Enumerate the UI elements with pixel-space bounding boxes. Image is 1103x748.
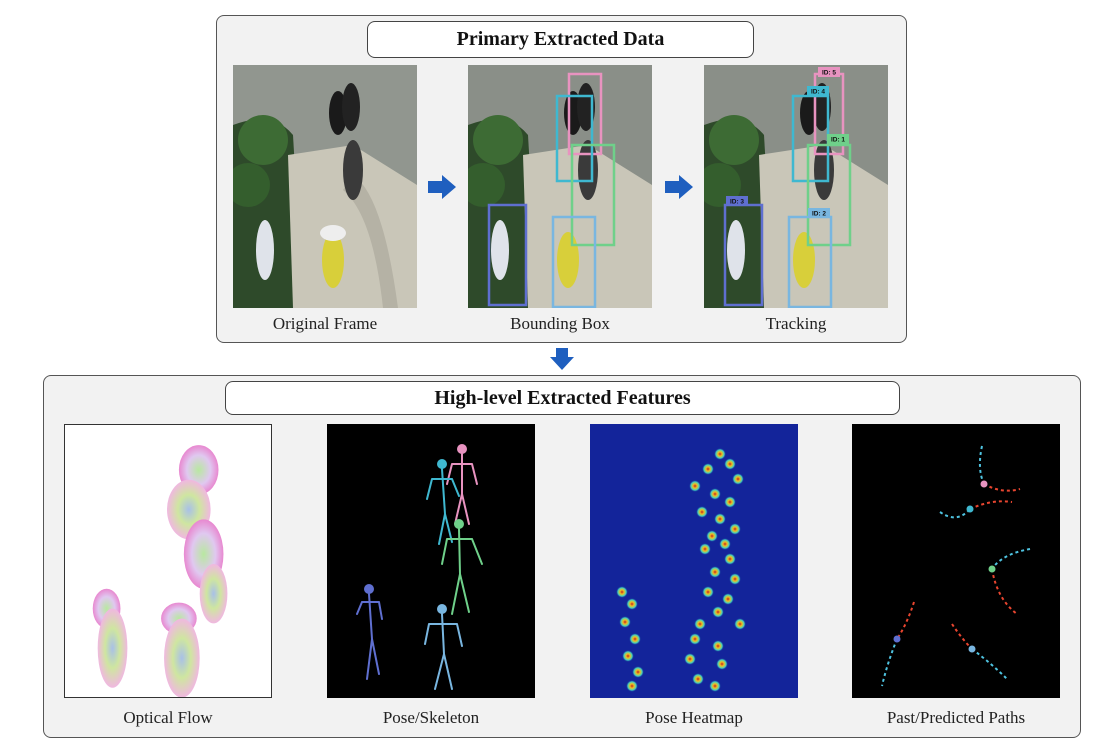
track-label-id2: ID: 2 [812, 211, 826, 218]
pose-skeleton-caption: Pose/Skeleton [382, 708, 480, 727]
tracking-caption: Tracking [765, 314, 827, 333]
past-predicted-paths-caption: Past/Predicted Paths [886, 708, 1026, 727]
optical-flow-image [64, 424, 272, 698]
primary-data-title: Primary Extracted Data [367, 21, 754, 58]
track-label-id4: ID: 4 [811, 89, 825, 96]
past-predicted-paths-image [852, 424, 1060, 698]
high-level-features-title: High-level Extracted Features [225, 381, 900, 415]
pose-skeleton-image [327, 424, 535, 698]
tracking-image: ID: 5 ID: 4 ID: 1 ID: 3 ID: 2 [704, 65, 888, 308]
optical-flow-caption: Optical Flow [123, 708, 213, 727]
arrow-right-icon [428, 175, 456, 199]
track-label-id1: ID: 1 [831, 137, 845, 144]
arrow-down-icon [550, 348, 574, 370]
original-frame-caption: Original Frame [272, 314, 378, 333]
original-frame-image [233, 65, 417, 308]
track-label-id5: ID: 5 [822, 70, 836, 77]
bounding-box-caption: Bounding Box [510, 314, 610, 333]
arrow-right-icon [665, 175, 693, 199]
bounding-box-image [468, 65, 652, 308]
track-label-id3: ID: 3 [730, 199, 744, 206]
pose-heatmap-image [590, 424, 798, 698]
pose-heatmap-caption: Pose Heatmap [645, 708, 743, 727]
